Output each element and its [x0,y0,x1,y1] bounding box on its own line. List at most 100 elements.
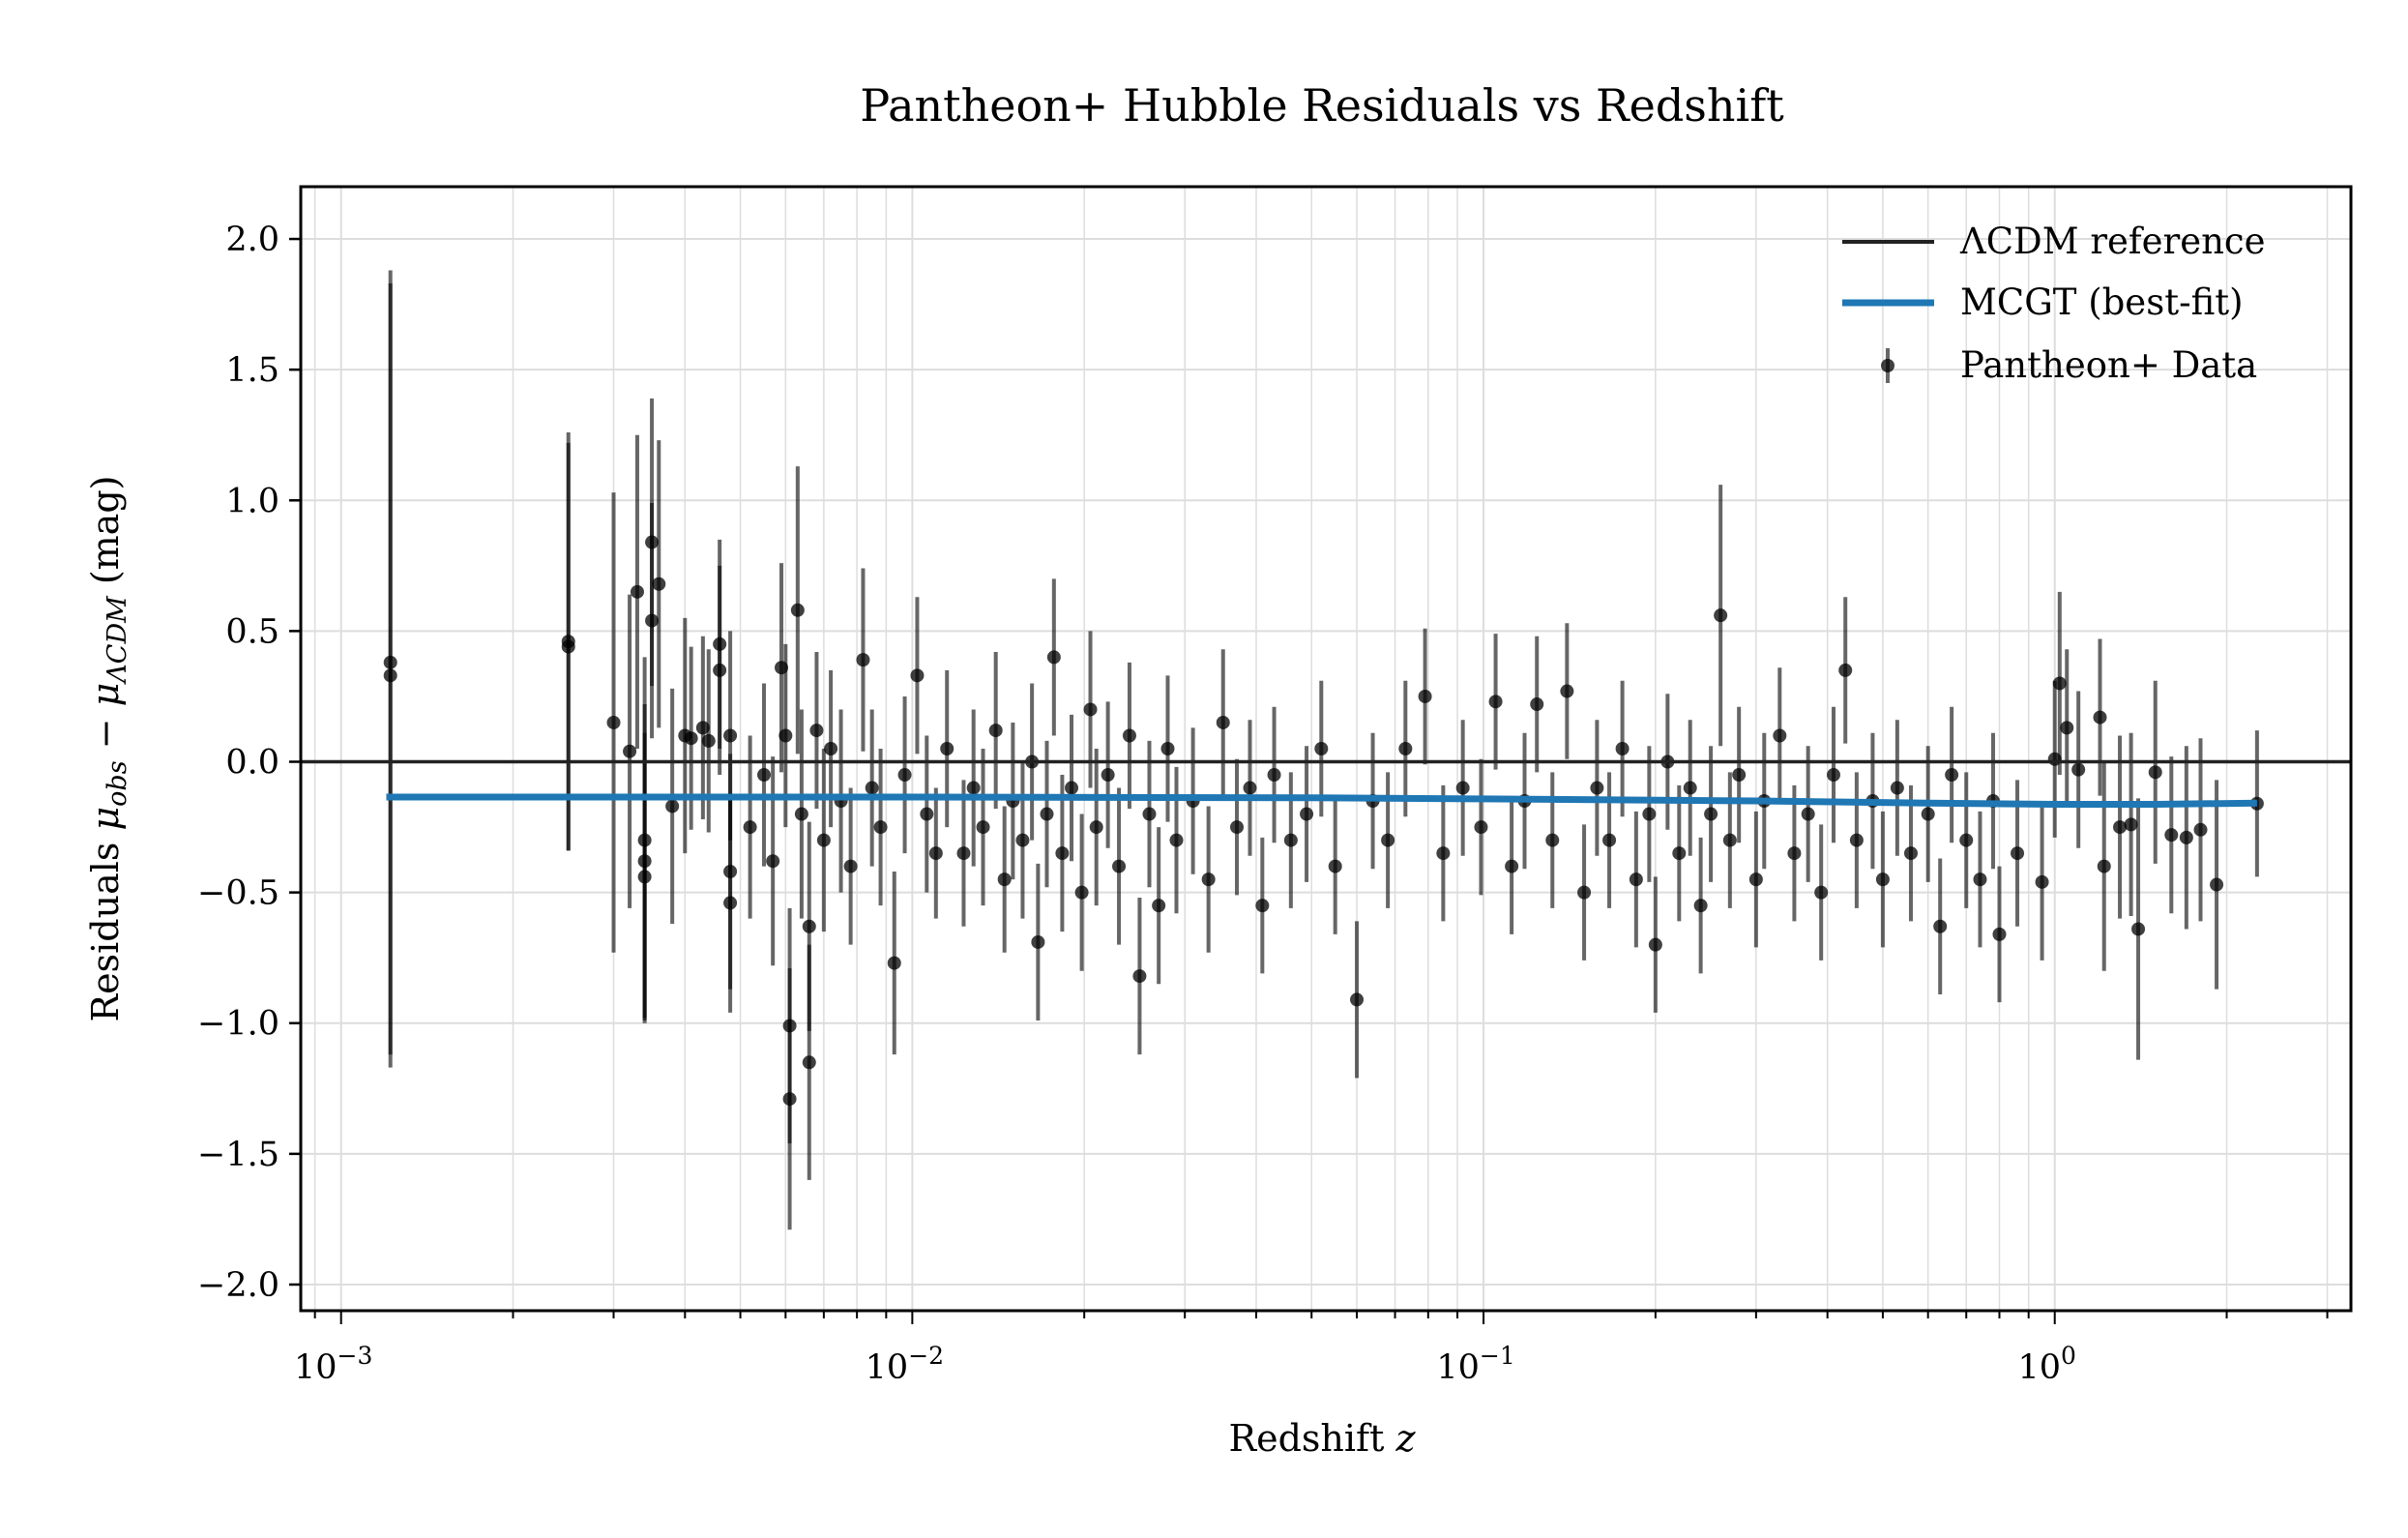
data-point [1814,885,1829,900]
data-point [910,668,925,683]
y-tick-label: 1.5 [225,351,279,390]
y-tick-label: 0.0 [225,744,279,783]
data-point [723,865,738,879]
legend-mcgt-label: MCGT (best-fit) [1960,281,2244,323]
mcgt-best-fit-line [386,793,2257,809]
data-point [766,854,780,869]
data-point [1328,859,1342,873]
plot-area [301,270,2351,1230]
data-point [802,1055,816,1070]
y-tick-label: 0.5 [225,612,279,651]
data-point [1642,807,1657,821]
data-point [2011,846,2025,861]
data-point [1992,927,2007,941]
data-point [928,846,943,861]
data-point [1693,899,1708,913]
data-point [1648,937,1662,952]
data-point [2210,877,2224,892]
data-point [1152,899,1166,913]
data-point [743,820,757,835]
data-point [2093,710,2107,725]
data-point [824,742,838,755]
x-tick-label: 10−3 [294,1342,372,1387]
data-point [809,724,824,738]
data-point [652,577,666,591]
data-point [1046,650,1061,665]
data-point [1243,781,1257,795]
data-point [1169,833,1184,847]
data-point [1031,934,1045,949]
data-point [1267,768,1281,783]
axes-frame [299,185,2353,1313]
data-point [1142,807,1157,821]
data-point [1350,992,1365,1007]
data-point [1714,608,1728,623]
x-tick-label: 10−2 [866,1342,944,1387]
data-point [2193,822,2208,837]
data-point [1122,728,1136,743]
data-point [1229,820,1244,835]
data-point [1216,715,1230,729]
data-point [1015,833,1030,847]
data-point [1722,833,1737,847]
data-point [976,820,990,835]
data-point [843,859,858,873]
y-tick-label: 1.0 [225,482,279,520]
data-point [865,781,879,795]
data-point [1545,833,1560,847]
data-point [1615,742,1630,755]
legend: ΛCDM reference MCGT (best-fit) Pantheon+… [1842,221,2266,386]
data-point [1748,873,1763,887]
data-point [956,846,971,861]
data-point [684,731,698,746]
data-point [2113,820,2128,835]
data-point [2097,859,2111,873]
data-point [2124,817,2138,832]
data-point [1505,859,1519,873]
x-tick-label: 100 [2017,1342,2075,1387]
y-tick-label: −1.5 [197,1136,279,1174]
y-tick-label: −2.0 [197,1266,279,1305]
data-point [1590,781,1604,795]
data-point [1474,820,1488,835]
data-point [1436,846,1451,861]
axes-ticks: 2.0 1.5 1.0 0.5 0.0 −0.5 −1.0 −1.5 −2.0 10−3 10−2 1… [197,221,2329,1387]
data-point [1849,833,1864,847]
data-point [794,807,808,821]
data-point [1560,684,1574,698]
data-point [887,956,901,970]
data-point [1300,807,1314,821]
data-point [1787,846,1802,861]
data-point [1773,728,1787,743]
data-point [2071,762,2086,777]
data-point [1455,781,1470,795]
data-point [665,799,680,813]
data-point [1683,781,1697,795]
data-point [873,820,888,835]
data-point [2035,874,2049,889]
data-point [1381,833,1395,847]
data-point [757,768,772,783]
data-point [790,603,805,617]
data-point [2052,676,2067,691]
data-point [645,613,660,628]
data-point [383,668,397,683]
x-tick-label: 10−1 [1436,1342,1514,1387]
data-point [897,768,912,783]
data-point [630,584,644,599]
data-point [1890,781,1904,795]
data-point [1132,969,1147,984]
data-point [1959,833,1974,847]
legend-data-marker [1881,359,1894,372]
data-point [1101,768,1115,783]
data-point [1040,807,1054,821]
x-axis-label: Redshift z [1229,1417,1417,1460]
data-point [997,873,1012,887]
data-point [940,742,954,755]
data-point [856,653,870,667]
data-point [1089,820,1103,835]
y-tick-label: −1.0 [197,1005,279,1044]
chart-title: Pantheon+ Hubble Residuals vs Redshift [860,79,1784,132]
